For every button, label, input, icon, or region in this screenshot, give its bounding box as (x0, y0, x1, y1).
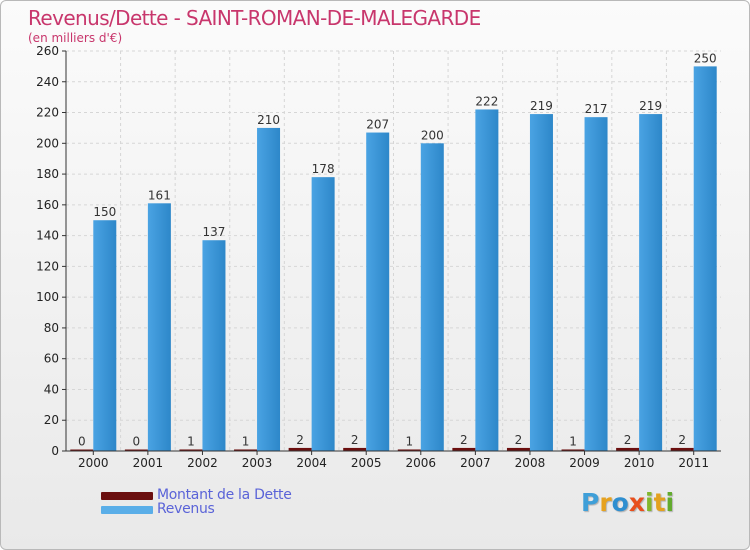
value-label-dette: 2 (351, 433, 359, 447)
x-tick-label: 2009 (569, 456, 600, 470)
y-tick-label: 60 (44, 352, 59, 366)
value-label-dette: 2 (515, 433, 523, 447)
logo-letter: t (653, 488, 666, 517)
bar-revenus (202, 240, 226, 451)
legend-swatch-dette (101, 492, 153, 500)
value-label-revenus: 219 (639, 99, 662, 113)
value-label-dette: 2 (296, 433, 304, 447)
bar-revenus (584, 117, 608, 452)
x-tick-label: 2004 (296, 456, 327, 470)
bar-revenus (475, 109, 499, 451)
logo-letter: P (581, 488, 600, 517)
y-tick-label: 200 (36, 136, 59, 150)
bar-dette (616, 447, 640, 451)
bar-revenus (693, 66, 717, 451)
bar-dette (70, 449, 94, 451)
value-label-revenus: 210 (257, 113, 280, 127)
bar-dette (179, 449, 203, 451)
x-tick-label: 2010 (624, 456, 655, 470)
y-tick-label: 160 (36, 198, 59, 212)
bar-revenus (257, 127, 281, 451)
value-label-revenus: 219 (530, 99, 553, 113)
logo-letter: x (628, 488, 645, 517)
legend-swatch-revenus (101, 506, 153, 514)
value-label-revenus: 207 (366, 118, 389, 132)
x-tick-label: 2001 (133, 456, 164, 470)
x-tick-label: 2003 (242, 456, 273, 470)
value-label-dette: 0 (133, 435, 141, 449)
bar-dette (561, 449, 585, 451)
chart-title: Revenus/Dette - SAINT-ROMAN-DE-MALEGARDE (28, 6, 481, 30)
bar-dette (397, 449, 421, 451)
logo-letter: o (611, 488, 629, 517)
value-labels: 0150016111371210217822071200222222191217… (78, 51, 717, 448)
bar-revenus (529, 114, 553, 452)
bar-revenus (93, 220, 117, 451)
x-tick-label: 2005 (351, 456, 382, 470)
bar-revenus (420, 143, 444, 452)
x-tick-label: 2011 (678, 456, 709, 470)
x-tick-label: 2002 (187, 456, 218, 470)
bar-dette (452, 447, 476, 451)
value-label-revenus: 178 (312, 162, 335, 176)
y-tick-label: 140 (36, 229, 59, 243)
logo-letter: i (665, 488, 675, 517)
x-tick-label: 2006 (406, 456, 437, 470)
y-tick-label: 100 (36, 290, 59, 304)
bar-dette (506, 447, 530, 451)
value-label-dette: 1 (405, 434, 413, 448)
value-label-dette: 2 (460, 433, 468, 447)
legend-label-dette: Montant de la Dette (157, 487, 292, 503)
bar-revenus (639, 114, 663, 452)
y-tick-label: 240 (36, 75, 59, 89)
value-label-dette: 0 (78, 435, 86, 449)
value-label-dette: 2 (678, 433, 686, 447)
bar-revenus (311, 177, 335, 451)
bar-revenus (147, 203, 171, 451)
logo-letter: r (599, 488, 612, 517)
value-label-dette: 1 (187, 434, 195, 448)
y-tick-label: 220 (36, 106, 59, 120)
axes: 0204060801001201401601802002202402602000… (36, 44, 721, 470)
value-label-revenus: 161 (148, 188, 171, 202)
bar-dette (288, 447, 312, 451)
bars (70, 66, 717, 452)
x-tick-label: 2008 (515, 456, 546, 470)
value-label-revenus: 150 (93, 205, 116, 219)
y-tick-label: 0 (51, 444, 59, 458)
bar-revenus (366, 132, 390, 452)
value-label-revenus: 222 (475, 94, 498, 108)
y-tick-label: 260 (36, 44, 59, 58)
y-tick-label: 120 (36, 259, 59, 273)
bar-dette (343, 447, 367, 451)
value-label-revenus: 250 (694, 51, 717, 65)
value-label-revenus: 200 (421, 128, 444, 142)
value-label-dette: 2 (624, 433, 632, 447)
proxiti-logo: Proxiti (581, 488, 674, 517)
logo-letter: i (645, 488, 654, 517)
chart-subtitle: (en milliers d'€) (28, 31, 123, 45)
y-tick-label: 80 (44, 321, 59, 335)
bar-dette (124, 449, 148, 451)
value-label-dette: 1 (242, 434, 250, 448)
gridlines (66, 50, 721, 451)
value-label-revenus: 217 (585, 102, 608, 116)
y-tick-label: 180 (36, 167, 59, 181)
legend-label-revenus: Revenus (157, 501, 215, 517)
y-tick-label: 20 (44, 413, 59, 427)
bar-dette (234, 449, 258, 451)
value-label-dette: 1 (569, 434, 577, 448)
bar-dette (670, 447, 694, 451)
x-tick-label: 2007 (460, 456, 491, 470)
x-tick-label: 2000 (78, 456, 109, 470)
y-tick-label: 40 (44, 382, 59, 396)
value-label-revenus: 137 (203, 225, 226, 239)
